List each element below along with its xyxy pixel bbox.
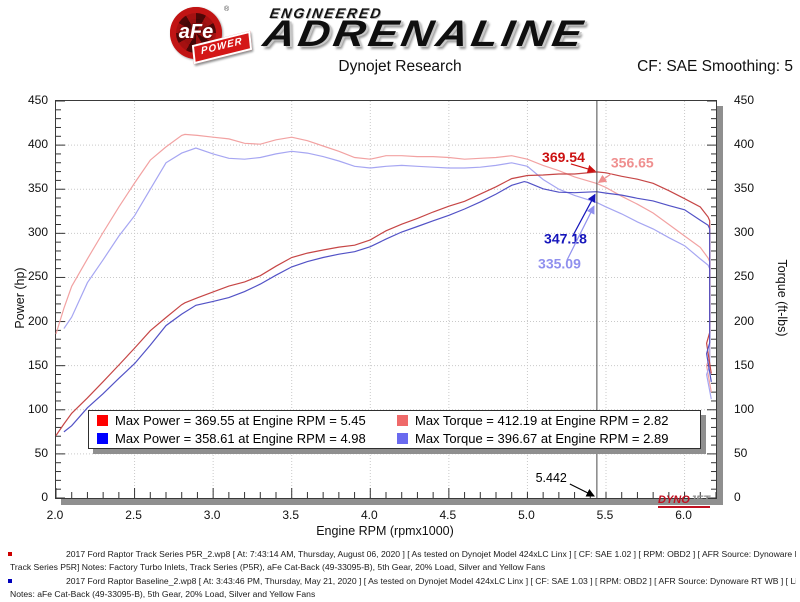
y-right-tick-label: 50: [734, 445, 748, 460]
x-tick-label: 2.5: [125, 508, 142, 522]
legend-item-label: Max Power = 358.61 at Engine RPM = 4.98: [115, 430, 366, 446]
x-tick-label: 2.0: [46, 508, 64, 522]
reading-arrow: [566, 205, 595, 261]
y-left-tick-label: 150: [27, 357, 48, 372]
y-left-tick-label: 250: [27, 269, 48, 284]
dynojet-logo-dyno: DYNO: [658, 494, 690, 506]
legend-item-label: Max Torque = 412.19 at Engine RPM = 2.82: [415, 413, 669, 429]
x-tick-label: 3.0: [203, 508, 221, 522]
footer-line: 2017 Ford Raptor Baseline_2.wp8 [ At: 3:…: [66, 576, 796, 586]
y-left-tick-label: 400: [27, 137, 48, 152]
tagline-adrenaline: ADRENALINE: [260, 13, 590, 54]
legend-item-max-torque-1: Max Torque = 412.19 at Engine RPM = 2.82: [397, 413, 700, 428]
x-tick-label: 4.0: [360, 508, 378, 522]
x-tick-label: 6.0: [675, 508, 692, 522]
y-right-tick-label: 0: [734, 490, 741, 504]
page-title: Dynojet Research: [338, 58, 462, 75]
smoothing-label: CF: SAE Smoothing: 5: [637, 58, 793, 75]
run-bullet-blue: [8, 579, 12, 583]
footer-line: 2017 Ford Raptor Track Series P5R_2.wp8 …: [66, 549, 796, 559]
cursor-rpm-label: 5.442: [536, 471, 567, 485]
y-right-tick-label: 150: [734, 357, 755, 372]
x-axis-title: Engine RPM (rpmx1000): [316, 524, 454, 538]
run-info-footer: 2017 Ford Raptor Track Series P5R_2.wp8 …: [8, 548, 796, 602]
legend-box: Max Power = 369.55 at Engine RPM = 5.45 …: [88, 410, 701, 449]
footer-entry-baseline: 2017 Ford Raptor Baseline_2.wp8 [ At: 3:…: [8, 575, 796, 601]
x-tick-label: 3.5: [282, 508, 300, 522]
y-left-tick-label: 450: [27, 93, 48, 107]
x-tick-label: 4.5: [439, 508, 457, 522]
y-right-tick-label: 400: [734, 137, 755, 152]
curve-baseline-torque: [63, 147, 712, 400]
y-right-tick-label: 350: [734, 181, 755, 196]
legend-swatch-light-red: [397, 415, 408, 427]
reading-arrow: [597, 172, 613, 184]
legend-item-label: Max Torque = 396.67 at Engine RPM = 2.89: [415, 430, 669, 446]
y-right-tick-label: 300: [734, 225, 755, 240]
y-right-tick-label: 450: [734, 93, 755, 107]
x-tick-label: 5.5: [596, 508, 614, 522]
dynojet-logo: DYNOJET: [658, 495, 710, 508]
cursor-reading-label: 335.09: [538, 255, 581, 271]
y-left-tick-label: 300: [27, 225, 48, 240]
run-bullet-red: [8, 552, 12, 556]
cursor-rpm-arrow: [569, 483, 595, 497]
registered-mark: ®: [224, 6, 230, 13]
legend-item-label: Max Power = 369.55 at Engine RPM = 5.45: [115, 413, 366, 429]
header-branding: aFe ® POWER ENGINEERED ADRENALINE: [0, 0, 800, 65]
curve-baseline-power: [63, 180, 712, 433]
y-left-tick-label: 50: [34, 445, 48, 460]
y-left-tick-label: 100: [27, 401, 48, 416]
curve-track-series-p5r-torque: [55, 133, 712, 393]
y-left-tick-label: 200: [27, 313, 48, 328]
footer-line: Notes: aFe Cat-Back (49-33095-B), 5th Ge…: [10, 589, 316, 599]
dynojet-logo-jet: JET: [689, 494, 710, 506]
y-right-tick-label: 200: [734, 313, 755, 328]
legend-swatch-light-blue: [397, 432, 408, 444]
y-right-axis-title: Torque (ft-lbs): [775, 259, 789, 337]
cursor-reading-label: 369.54: [542, 149, 585, 165]
footer-entry-track-series: 2017 Ford Raptor Track Series P5R_2.wp8 …: [8, 548, 796, 574]
curve-track-series-p5r-power: [55, 171, 712, 436]
y-left-tick-label: 350: [27, 181, 48, 196]
y-right-tick-label: 100: [734, 401, 755, 416]
reading-arrow: [570, 163, 597, 173]
reading-arrow: [572, 193, 596, 236]
cursor-reading-label: 356.65: [611, 154, 654, 170]
afe-power-logo: aFe: [170, 7, 222, 59]
y-left-axis-title: Power (hp): [13, 267, 27, 329]
y-left-tick-label: 0: [41, 490, 48, 504]
legend-item-max-torque-2: Max Torque = 396.67 at Engine RPM = 2.89: [397, 431, 700, 446]
y-right-tick-label: 250: [734, 269, 755, 284]
legend-item-max-power-1: Max Power = 369.55 at Engine RPM = 5.45: [97, 413, 397, 428]
legend-swatch-blue: [97, 432, 108, 444]
afe-logo-text: aFe: [178, 21, 214, 43]
x-tick-label: 5.0: [518, 508, 535, 522]
legend-item-max-power-2: Max Power = 358.61 at Engine RPM = 4.98: [97, 431, 397, 446]
footer-line: Track Series P5R] Notes: Factory Turbo I…: [10, 562, 546, 572]
legend-swatch-red: [97, 415, 108, 427]
